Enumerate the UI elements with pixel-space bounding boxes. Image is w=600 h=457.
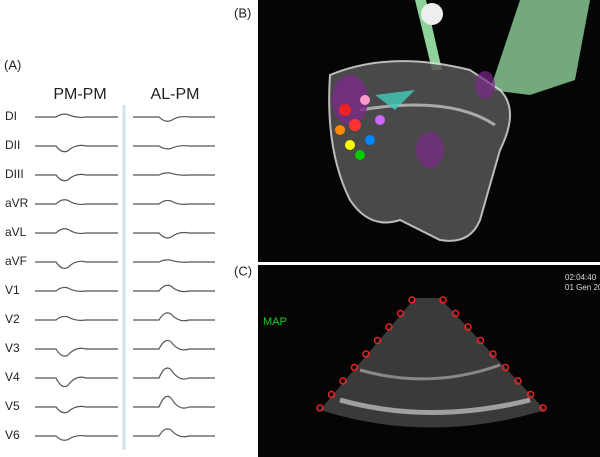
column-header: AL-PM: [151, 86, 200, 103]
echo-marker: [539, 404, 547, 412]
ecg-leads: DI DII DIII aVR aVL aVF V1 V2 V3 V4 V5 V6: [5, 109, 215, 442]
lead-label: aVR: [5, 196, 29, 210]
ecg-trace: [133, 284, 215, 293]
echo-marker: [476, 336, 485, 345]
ecg-trace: [133, 428, 215, 438]
echo-marker: [439, 296, 447, 304]
ecg-trace: [35, 173, 118, 182]
echo-marker: [385, 323, 393, 331]
panel-label: (B): [234, 5, 251, 20]
echo-marker: [451, 309, 460, 318]
echo-date: 01 Gen 2097: [565, 283, 600, 292]
echo-marker: [526, 390, 535, 399]
ecg-trace: [133, 339, 215, 351]
echo-marker: [514, 377, 522, 385]
ecg-trace: [35, 315, 118, 321]
echo-marker: [373, 336, 382, 345]
ecg-trace: [35, 405, 118, 414]
panel-label: (C): [234, 263, 252, 278]
lead-label: DI: [5, 109, 17, 123]
ecg-trace: [133, 145, 215, 150]
lead-label: aVL: [5, 225, 27, 239]
ecg-trace: [133, 395, 215, 409]
ecg-trace: [35, 376, 118, 388]
echo-time: 02:04:40: [565, 273, 597, 282]
ecg-trace: [133, 367, 215, 380]
ecg-trace: [133, 312, 215, 322]
ecg-trace: [35, 144, 118, 153]
echo-marker: [396, 309, 405, 318]
echo-mode: MAP: [263, 316, 287, 328]
lead-label: DII: [5, 138, 20, 152]
echo-marker: [327, 390, 336, 399]
ecg-trace: [35, 113, 118, 118]
lead-label: V4: [5, 370, 20, 384]
echo-render: [316, 296, 547, 428]
ecg-trace: [35, 286, 118, 292]
panel-label: (A): [4, 57, 21, 72]
ecg-trace: [133, 172, 215, 176]
ecg-trace: [35, 199, 118, 206]
mapping-render: [328, 0, 590, 242]
ecg-trace: [133, 259, 215, 263]
lead-label: V2: [5, 312, 20, 326]
lead-label: aVF: [5, 254, 27, 268]
lead-label: V5: [5, 399, 20, 413]
ecg-trace: [35, 260, 118, 270]
echo-marker: [408, 296, 416, 304]
column-header: PM-PM: [53, 86, 106, 103]
lead-label: V1: [5, 283, 20, 297]
echo-marker: [464, 323, 472, 331]
echo-marker: [339, 377, 347, 385]
lead-label: DIII: [5, 167, 24, 181]
echo-marker: [362, 350, 370, 358]
ecg-trace: [35, 228, 118, 235]
echo-marker: [489, 350, 497, 358]
ecg-trace: [133, 115, 215, 122]
lead-label: V3: [5, 341, 20, 355]
echo-marker: [316, 404, 324, 412]
echo-marker: [350, 363, 359, 372]
ecg-trace: [35, 434, 118, 441]
lead-label: V6: [5, 428, 20, 442]
ecg-trace: [133, 231, 215, 239]
ecg-trace: [35, 347, 118, 357]
echo-marker: [501, 363, 510, 372]
ecg-trace: [133, 199, 215, 205]
